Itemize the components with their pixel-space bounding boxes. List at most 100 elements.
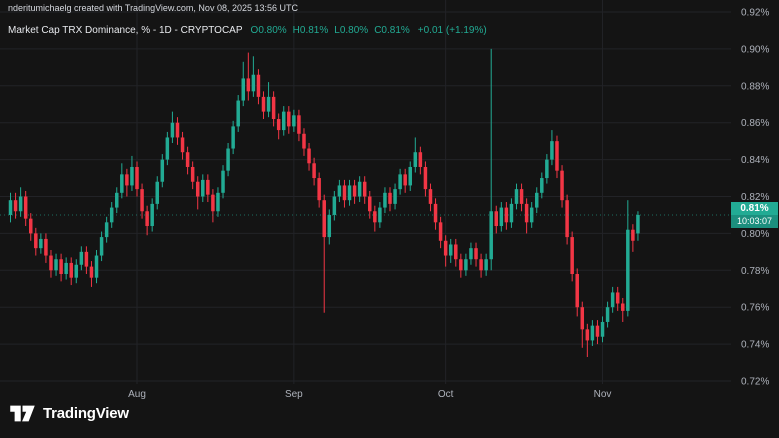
price-tick-label: 0.80% (741, 229, 769, 240)
candle-body (368, 196, 372, 212)
candle-body (160, 159, 165, 182)
candle-body (413, 152, 418, 167)
candle-body (104, 222, 109, 238)
candle-body (94, 255, 99, 278)
candle-body (135, 166, 139, 190)
candles-series (8, 48, 640, 358)
candle-body (524, 203, 529, 223)
candle-body (347, 185, 352, 201)
candle-body (590, 325, 595, 341)
candle-body (185, 152, 190, 167)
high-value: H0.81% (292, 25, 329, 36)
candle-body (621, 303, 625, 311)
candle-body (479, 259, 483, 271)
candle-body (8, 200, 13, 215)
candle-body (251, 74, 256, 92)
price-tick-label: 0.74% (741, 340, 769, 351)
candle-body (302, 133, 306, 149)
candle-body (175, 122, 180, 138)
candle-body (145, 211, 149, 227)
candle-body (580, 307, 585, 330)
candle-body (489, 211, 493, 260)
candle-body (357, 181, 362, 197)
candle-body (206, 179, 210, 195)
candle-body (109, 207, 114, 223)
candle-body (44, 238, 48, 256)
candle-body (403, 174, 407, 186)
price-tick-label: 0.90% (741, 44, 769, 55)
candle-body (337, 185, 342, 197)
candle-body (317, 178, 321, 201)
tradingview-logo[interactable]: TradingView (10, 403, 129, 424)
candle-body (13, 200, 18, 212)
candle-body (494, 211, 499, 227)
ohlc-values: O0.80% H0.81% L0.80% C0.81% (251, 25, 410, 36)
low-value: L0.80% (334, 25, 369, 36)
candle-body (529, 207, 534, 223)
candle-body (459, 259, 463, 271)
last-price-badge[interactable]: 0.81% 10:03:07 (731, 201, 778, 228)
candle-body (226, 148, 230, 171)
candle-body (555, 141, 559, 171)
tradingview-logo-icon (10, 405, 35, 422)
price-tick-label: 0.84% (741, 155, 769, 166)
candle-body (504, 207, 509, 223)
candle-body (560, 170, 564, 201)
candle-body (393, 189, 397, 204)
candle-body (99, 237, 104, 256)
symbol-title[interactable]: Market Cap TRX Dominance, % - 1D - CRYPT… (8, 25, 243, 36)
candle-body (89, 266, 94, 278)
candle-body (236, 100, 240, 127)
candle-body (54, 259, 58, 271)
candle-body (474, 248, 478, 260)
candle-body (211, 194, 215, 212)
candle-body (636, 214, 640, 234)
candle-body (428, 189, 433, 204)
candle-body (287, 111, 291, 127)
candle-body (464, 259, 468, 271)
candle-body (438, 222, 443, 241)
price-tick-label: 0.88% (741, 81, 769, 92)
chart-legend: Market Cap TRX Dominance, % - 1D - CRYPT… (8, 25, 487, 36)
price-scale[interactable]: 0.92% 0.90% 0.88% 0.86% 0.84% 0.82% 0.80% 0.78%… (741, 8, 769, 388)
candle-body (610, 292, 615, 308)
price-tick-label: 0.86% (741, 118, 769, 129)
price-tick-label: 0.78% (741, 266, 769, 277)
candle-body (383, 192, 387, 208)
attribution-text: nderitumichaelg created with TradingView… (8, 3, 298, 13)
price-tick-label: 0.72% (741, 377, 769, 388)
time-scale[interactable]: Aug Sep Oct Nov (128, 389, 611, 400)
candle-body (423, 166, 428, 190)
candle-body (125, 174, 129, 186)
candle-body (388, 192, 392, 204)
candle-body (195, 181, 200, 197)
candle-body (352, 185, 357, 197)
candle-body (545, 159, 549, 179)
candle-body (362, 181, 367, 197)
close-value: C0.81% (374, 25, 410, 36)
candle-body (448, 244, 453, 256)
candle-body (120, 174, 124, 193)
candle-body (216, 192, 220, 212)
candle-body (499, 207, 504, 227)
candle-body (115, 192, 119, 208)
price-tick-label: 0.76% (741, 303, 769, 314)
candle-body (170, 122, 175, 138)
candle-body (631, 229, 635, 241)
candle-body (201, 179, 205, 197)
candle-body (130, 166, 134, 186)
candle-body (18, 196, 23, 212)
candle-body (28, 218, 33, 234)
candle-body (373, 211, 377, 223)
candle-body (23, 196, 28, 219)
candle-body (79, 251, 84, 265)
candle-body (484, 259, 488, 271)
candle-body (155, 181, 159, 204)
candle-body (64, 262, 68, 274)
candle-body (509, 203, 514, 223)
candle-body (565, 200, 569, 238)
candle-body (69, 262, 73, 278)
candle-body (292, 115, 296, 127)
